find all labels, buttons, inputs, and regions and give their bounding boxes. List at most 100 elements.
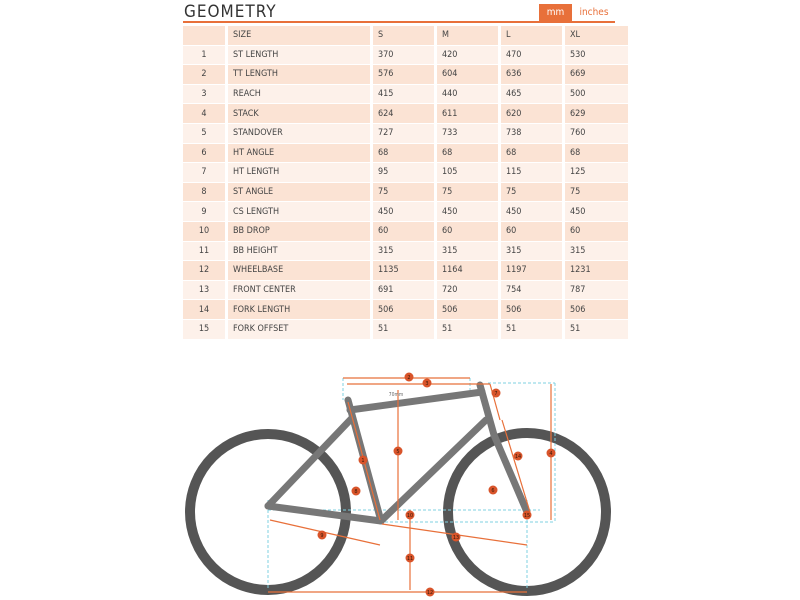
table-cell: 4 xyxy=(183,104,225,123)
label-dot xyxy=(393,446,403,456)
table-cell: 450 xyxy=(437,202,498,221)
label-dot xyxy=(546,448,556,458)
table-cell: 1231 xyxy=(565,261,628,280)
table-cell: HT ANGLE xyxy=(228,143,370,163)
header-cell: M xyxy=(437,26,498,45)
dimension-label: 1 xyxy=(361,458,364,464)
table-cell: 315 xyxy=(565,241,628,261)
dimension-label: 14 xyxy=(515,454,521,460)
table-row: 14 FORK LENGTH 506 506 506 506 xyxy=(183,300,628,319)
label-dot xyxy=(317,530,327,540)
table-cell: 440 xyxy=(437,84,498,104)
label-dot xyxy=(404,372,414,382)
table-cell: 370 xyxy=(373,45,434,65)
dimension-label: 8 xyxy=(354,489,357,495)
table-row: 12 WHEELBASE 1135 1164 1197 1231 xyxy=(183,261,628,280)
table-cell: 636 xyxy=(501,65,562,84)
table-cell: HT LENGTH xyxy=(228,163,370,182)
table-cell: REACH xyxy=(228,84,370,104)
table-row: 15 FORK OFFSET 51 51 51 51 xyxy=(183,319,628,339)
table-cell: 465 xyxy=(501,84,562,104)
table-cell: 604 xyxy=(437,65,498,84)
label-dot xyxy=(513,451,523,461)
table-cell: 75 xyxy=(437,182,498,202)
table-cell: STANDOVER xyxy=(228,123,370,143)
dimension-label: 13 xyxy=(453,535,459,541)
title-rule xyxy=(183,21,615,23)
table-cell: 68 xyxy=(373,143,434,163)
table-row: 9 CS LENGTH 450 450 450 450 xyxy=(183,202,628,221)
table-cell: 620 xyxy=(501,104,562,123)
table-cell: 1197 xyxy=(501,261,562,280)
table-cell: 9 xyxy=(183,202,225,221)
table-cell: 506 xyxy=(501,300,562,319)
table-cell: 12 xyxy=(183,261,225,280)
header-cell: L xyxy=(501,26,562,45)
table-cell: 315 xyxy=(501,241,562,261)
table-cell: WHEELBASE xyxy=(228,261,370,280)
table-cell: 727 xyxy=(373,123,434,143)
table-cell: 787 xyxy=(565,280,628,300)
label-dot xyxy=(358,455,368,465)
geometry-table: SIZE S M L XL 1 ST LENGTH 370 420 470 530 2 TT LENGT… xyxy=(180,25,631,340)
header-cell: SIZE xyxy=(228,26,370,45)
table-cell: STACK xyxy=(228,104,370,123)
table-cell: FRONT CENTER xyxy=(228,280,370,300)
note: 70mm xyxy=(389,392,404,398)
label-dot xyxy=(425,587,435,597)
table-cell: 720 xyxy=(437,280,498,300)
table-cell: 754 xyxy=(501,280,562,300)
table-cell: 51 xyxy=(501,319,562,339)
table-cell: BB DROP xyxy=(228,221,370,241)
table-cell: 738 xyxy=(501,123,562,143)
table-cell: 3 xyxy=(183,84,225,104)
table-row: 7 HT LENGTH 95 105 115 125 xyxy=(183,163,628,182)
table-cell: 8 xyxy=(183,182,225,202)
table-cell: 1164 xyxy=(437,261,498,280)
table-cell: 1135 xyxy=(373,261,434,280)
table-cell: FORK OFFSET xyxy=(228,319,370,339)
table-cell: 51 xyxy=(565,319,628,339)
table-cell: 624 xyxy=(373,104,434,123)
table-cell: ST LENGTH xyxy=(228,45,370,65)
header-cell: XL xyxy=(565,26,628,45)
table-cell: 95 xyxy=(373,163,434,182)
table-cell: 733 xyxy=(437,123,498,143)
table-cell: 450 xyxy=(501,202,562,221)
table-row: 11 BB HEIGHT 315 315 315 315 xyxy=(183,241,628,261)
table-row: 6 HT ANGLE 68 68 68 68 xyxy=(183,143,628,163)
table-cell: 125 xyxy=(565,163,628,182)
table-cell: 420 xyxy=(437,45,498,65)
table-cell: 315 xyxy=(437,241,498,261)
table-cell: 629 xyxy=(565,104,628,123)
table-cell: 611 xyxy=(437,104,498,123)
unit-mm[interactable]: mm xyxy=(539,4,572,21)
dimension-label: 5 xyxy=(396,449,399,455)
table-cell: 470 xyxy=(501,45,562,65)
unit-inches[interactable]: inches xyxy=(579,7,609,18)
dimension-label: 4 xyxy=(549,451,552,457)
table-cell: 506 xyxy=(565,300,628,319)
table-cell: 2 xyxy=(183,65,225,84)
header-cell xyxy=(183,26,225,45)
title: GEOMETRY xyxy=(184,2,277,22)
table-cell: 68 xyxy=(565,143,628,163)
table-row: 4 STACK 624 611 620 629 xyxy=(183,104,628,123)
dimension-label: 12 xyxy=(427,590,433,596)
table-row: 8 ST ANGLE 75 75 75 75 xyxy=(183,182,628,202)
table-cell: FORK LENGTH xyxy=(228,300,370,319)
table-cell: TT LENGTH xyxy=(228,65,370,84)
table-cell: 51 xyxy=(437,319,498,339)
table-cell: 60 xyxy=(565,221,628,241)
table-cell: 60 xyxy=(373,221,434,241)
table-cell: 506 xyxy=(373,300,434,319)
table-cell: 68 xyxy=(437,143,498,163)
table-cell: 68 xyxy=(501,143,562,163)
table-cell: 315 xyxy=(373,241,434,261)
table-row: 10 BB DROP 60 60 60 60 xyxy=(183,221,628,241)
table-cell: 7 xyxy=(183,163,225,182)
table-cell: 5 xyxy=(183,123,225,143)
dimension-label: 6 xyxy=(491,488,494,494)
